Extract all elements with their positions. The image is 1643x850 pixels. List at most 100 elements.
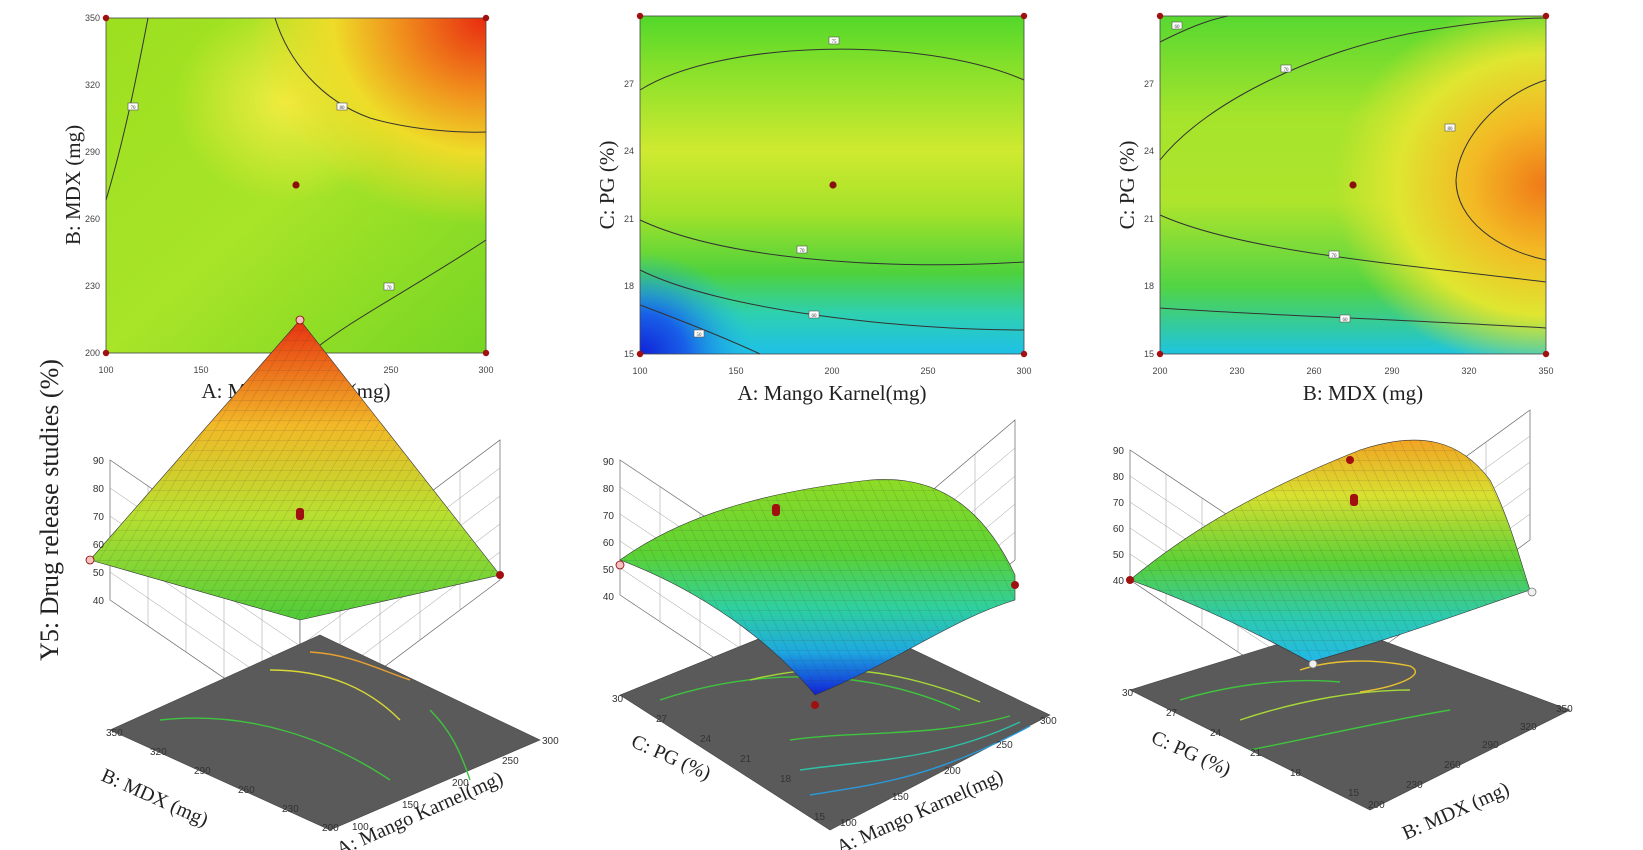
contour-2-label-c: 60 xyxy=(812,314,818,319)
y-tick: 24 xyxy=(1144,146,1154,156)
z-tick: 60 xyxy=(1113,524,1125,535)
contour-3-x-ticks: 200 230 260 290 320 350 xyxy=(1152,366,1553,376)
contour-3-line-1 xyxy=(1159,15,1229,43)
x-tick: 230 xyxy=(1406,780,1423,791)
x-tick: 200 xyxy=(824,366,839,376)
design-point xyxy=(1542,12,1550,20)
center-point xyxy=(772,504,780,516)
x-tick: 150 xyxy=(402,800,419,811)
design-point xyxy=(85,555,95,565)
x-tick: 250 xyxy=(502,756,519,767)
y-tick: 21 xyxy=(1250,748,1262,759)
x-tick: 350 xyxy=(1556,704,1573,715)
y-tick: 320 xyxy=(85,80,100,90)
surface-plot-2-svg: 40 50 60 70 80 90 30 27 24 21 18 15 100 … xyxy=(603,419,1057,850)
z-tick: 40 xyxy=(1113,576,1125,587)
design-point xyxy=(636,350,644,358)
surface-2-z-ticks: 40 50 60 70 80 90 xyxy=(603,457,615,603)
x-tick: 320 xyxy=(1461,366,1476,376)
surface-1-floor xyxy=(109,634,541,831)
y-tick: 18 xyxy=(780,774,792,785)
surface-3-x-ticks: 200 230 260 290 320 350 xyxy=(1368,704,1573,811)
contour-2-x-ticks: 100 150 200 250 300 xyxy=(632,366,1031,376)
y-tick: 15 xyxy=(1144,349,1154,359)
surface-2-x-ticks: 100 150 200 250 300 xyxy=(840,716,1057,829)
center-point xyxy=(829,181,837,189)
x-tick: 260 xyxy=(1444,760,1461,771)
z-tick: 90 xyxy=(1113,446,1125,457)
y-tick: 15 xyxy=(624,349,634,359)
surface-plot-2: 40 50 60 70 80 90 30 27 24 21 18 15 100 … xyxy=(600,419,1100,850)
contour-2-design-points xyxy=(636,12,1028,358)
x-tick: 100 xyxy=(352,822,369,833)
z-tick: 80 xyxy=(603,484,615,495)
contour-1-y-ticks: 200 230 260 290 320 350 xyxy=(85,13,100,358)
design-point xyxy=(1020,12,1028,20)
contour-plot-2: 75 70 60 50 100 150 200 250 3 xyxy=(595,0,1060,410)
x-tick: 230 xyxy=(1229,366,1244,376)
contour-2-y-axis-title: C: PG (%) xyxy=(595,141,619,230)
surface-2-floor-contours xyxy=(659,669,1031,796)
contour-plot-3: 60 70 80 70 60 200 230 260 xyxy=(1115,0,1608,410)
contour-3-x-axis-title: B: MDX (mg) xyxy=(1303,381,1423,405)
y-tick: 21 xyxy=(624,214,634,224)
design-point xyxy=(1020,350,1028,358)
y-tick: 18 xyxy=(1144,281,1154,291)
contour-3-label-b: 70 xyxy=(1284,68,1290,73)
design-point xyxy=(615,560,625,570)
x-tick: 290 xyxy=(1482,740,1499,751)
surface-3-mesh-lines xyxy=(1130,440,1530,662)
surface-1-design-points xyxy=(85,315,504,579)
design-point xyxy=(636,12,644,20)
y-tick: 27 xyxy=(624,79,634,89)
surface-2-design-points xyxy=(615,504,1019,709)
surface-plot-3: 40 50 60 70 80 90 30 27 24 21 18 15 200 … xyxy=(1110,409,1630,850)
surface-plot-1: 40 50 60 70 80 90 350 320 290 260 230 20… xyxy=(85,315,590,850)
contour-3-label-d: 70 xyxy=(1332,254,1338,259)
contour-3-y-axis-title: C: PG (%) xyxy=(1115,141,1139,230)
contour-1-label-c: 70 xyxy=(387,286,393,291)
y-tick: 15 xyxy=(814,812,826,823)
x-tick: 100 xyxy=(632,366,647,376)
surface-1-x-ticks: 100 150 200 250 300 xyxy=(352,736,559,833)
center-point xyxy=(1349,181,1357,189)
design-point xyxy=(102,349,110,357)
design-point xyxy=(1527,587,1537,597)
center-point xyxy=(296,508,304,520)
contour-plot-1-svg: 70 80 70 100 150 200 250 300 xyxy=(61,13,494,403)
y-tick: 27 xyxy=(1166,708,1178,719)
contour-1-label-b: 80 xyxy=(340,106,346,111)
y-tick: 24 xyxy=(624,146,634,156)
x-tick: 290 xyxy=(1384,366,1399,376)
y-tick: 27 xyxy=(656,714,668,725)
x-tick: 300 xyxy=(1040,716,1057,727)
contour-3-label-e: 60 xyxy=(1343,318,1349,323)
contour-2-line-2 xyxy=(639,219,1025,266)
z-tick: 50 xyxy=(1113,550,1125,561)
design-point xyxy=(1156,12,1164,20)
y-tick: 230 xyxy=(282,804,299,815)
center-point xyxy=(292,181,300,189)
z-tick: 70 xyxy=(1113,498,1125,509)
y-tick: 18 xyxy=(624,281,634,291)
surface-3-design-points xyxy=(1126,456,1537,669)
contour-1-labels: 70 80 70 xyxy=(127,102,395,291)
x-tick: 200 xyxy=(452,778,469,789)
contour-3-y-ticks: 15 18 21 24 27 xyxy=(1144,79,1154,359)
design-point xyxy=(482,349,490,357)
y-tick: 230 xyxy=(85,281,100,291)
y-tick: 290 xyxy=(194,766,211,777)
z-tick: 90 xyxy=(93,456,105,467)
design-point xyxy=(811,701,819,709)
x-tick: 300 xyxy=(542,736,559,747)
surface-3-floor-contours xyxy=(1179,660,1451,751)
surface-2-y-ticks: 30 27 24 21 18 15 xyxy=(612,694,826,823)
z-tick: 40 xyxy=(603,592,615,603)
surface-2-mesh-lines xyxy=(620,479,1015,695)
y-tick: 260 xyxy=(85,214,100,224)
contour-2-x-axis-title: A: Mango Karnel(mg) xyxy=(738,381,927,405)
contour-3-line-4 xyxy=(1159,214,1547,283)
y-tick: 30 xyxy=(612,694,624,705)
z-tick: 70 xyxy=(93,512,105,523)
y-tick: 21 xyxy=(1144,214,1154,224)
